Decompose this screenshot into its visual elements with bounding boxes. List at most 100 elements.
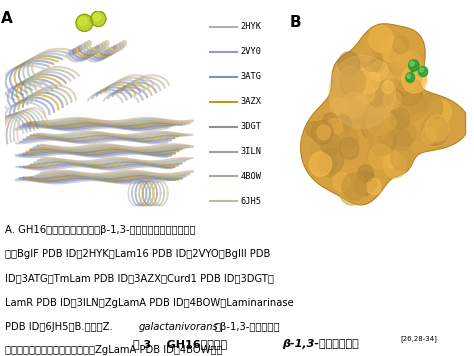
Circle shape <box>425 115 449 142</box>
Circle shape <box>410 53 424 68</box>
Text: LamR PDB ID：3ILN；ZgLamA PDB ID：4BOW；Laminarinase: LamR PDB ID：3ILN；ZgLamA PDB ID：4BOW；Lami… <box>5 298 293 308</box>
Circle shape <box>391 146 413 171</box>
Text: 4BOW: 4BOW <box>240 172 262 181</box>
Circle shape <box>372 58 384 72</box>
Circle shape <box>410 62 414 66</box>
Circle shape <box>422 120 446 147</box>
Circle shape <box>417 94 443 121</box>
Circle shape <box>366 178 381 195</box>
Circle shape <box>420 68 423 72</box>
Circle shape <box>311 121 333 144</box>
Circle shape <box>333 172 350 192</box>
Circle shape <box>428 100 451 125</box>
Circle shape <box>397 78 422 106</box>
Circle shape <box>367 32 387 54</box>
Circle shape <box>354 171 376 195</box>
Circle shape <box>322 156 337 172</box>
Circle shape <box>339 177 365 205</box>
Text: galactanivorans: galactanivorans <box>138 322 219 332</box>
Text: A: A <box>1 11 12 26</box>
Circle shape <box>375 105 391 122</box>
Circle shape <box>318 155 338 177</box>
Circle shape <box>306 121 321 138</box>
Circle shape <box>366 110 390 136</box>
Text: A. GH16家族已知晶体结构的β-1,3-葡聚糖酶三维结构叠加对: A. GH16家族已知晶体结构的β-1,3-葡聚糖酶三维结构叠加对 <box>5 225 195 235</box>
Circle shape <box>390 108 410 129</box>
Text: 图 3    GH16家族典型: 图 3 GH16家族典型 <box>133 339 227 349</box>
Circle shape <box>419 67 428 77</box>
Circle shape <box>343 93 365 117</box>
Text: 2VY0: 2VY0 <box>240 47 262 56</box>
Circle shape <box>388 79 400 91</box>
Text: 3AZX: 3AZX <box>240 97 262 106</box>
Circle shape <box>362 49 383 72</box>
Text: PDB ID：6JH5。B.来源于Z.: PDB ID：6JH5。B.来源于Z. <box>5 322 116 332</box>
Text: 3DGT: 3DGT <box>240 122 262 131</box>
Circle shape <box>384 150 400 168</box>
Text: 比。BglF PDB ID：2HYK；Lam16 PDB ID：2VYO；BglII PDB: 比。BglF PDB ID：2HYK；Lam16 PDB ID：2VYO；Bgl… <box>5 249 270 259</box>
Circle shape <box>390 47 412 72</box>
Text: ID：3ATG；TmLam PDB ID：3AZX；Curd1 PDB ID：3DGT；: ID：3ATG；TmLam PDB ID：3AZX；Curd1 PDB ID：3… <box>5 273 273 283</box>
Circle shape <box>421 127 436 143</box>
Circle shape <box>401 52 422 74</box>
Circle shape <box>356 67 380 93</box>
Circle shape <box>339 138 359 159</box>
Circle shape <box>338 52 360 75</box>
Circle shape <box>354 110 367 124</box>
Text: 6JH5: 6JH5 <box>240 197 262 206</box>
Circle shape <box>355 82 375 104</box>
Text: B: B <box>290 15 301 30</box>
Circle shape <box>328 118 343 135</box>
Circle shape <box>421 116 448 145</box>
Circle shape <box>405 59 421 77</box>
Circle shape <box>320 148 344 173</box>
Circle shape <box>369 144 392 169</box>
Circle shape <box>366 133 379 147</box>
Circle shape <box>321 133 341 155</box>
Circle shape <box>338 66 363 93</box>
Circle shape <box>373 125 394 148</box>
Circle shape <box>340 68 365 96</box>
Circle shape <box>93 14 100 21</box>
Circle shape <box>359 47 372 61</box>
Circle shape <box>399 60 427 90</box>
Circle shape <box>393 130 411 150</box>
Circle shape <box>323 113 338 130</box>
Circle shape <box>310 152 332 176</box>
Circle shape <box>406 73 415 83</box>
Circle shape <box>382 81 394 94</box>
Text: 3ILN: 3ILN <box>240 147 262 156</box>
Circle shape <box>400 67 414 82</box>
Circle shape <box>367 78 393 108</box>
Circle shape <box>363 110 390 140</box>
Circle shape <box>362 114 385 140</box>
Circle shape <box>91 11 106 26</box>
Circle shape <box>412 113 428 131</box>
Circle shape <box>358 165 374 182</box>
Text: 3ATG: 3ATG <box>240 72 262 81</box>
Circle shape <box>410 112 437 142</box>
Circle shape <box>341 164 357 182</box>
Circle shape <box>76 14 93 31</box>
Circle shape <box>327 124 344 142</box>
Circle shape <box>366 149 378 162</box>
Circle shape <box>342 173 367 200</box>
Circle shape <box>307 125 324 143</box>
Circle shape <box>329 55 395 129</box>
Circle shape <box>79 17 87 25</box>
Circle shape <box>409 60 419 71</box>
Circle shape <box>333 115 352 135</box>
Text: 2HYK: 2HYK <box>240 22 262 31</box>
Circle shape <box>317 125 330 140</box>
Circle shape <box>401 94 426 120</box>
Circle shape <box>385 75 399 90</box>
Text: [26,28-34]: [26,28-34] <box>401 336 438 342</box>
Circle shape <box>369 26 393 52</box>
Circle shape <box>395 69 415 91</box>
Circle shape <box>380 114 396 131</box>
Circle shape <box>369 125 396 155</box>
Circle shape <box>330 98 347 116</box>
Circle shape <box>383 90 401 109</box>
Circle shape <box>397 52 416 73</box>
Circle shape <box>392 120 416 146</box>
